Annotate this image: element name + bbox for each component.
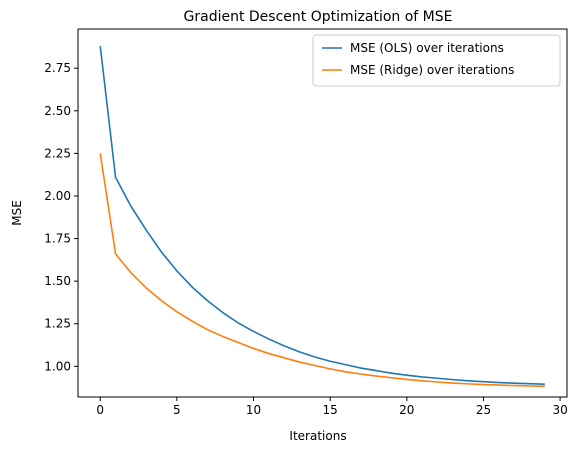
y-axis-label: MSE: [10, 200, 24, 226]
series-layer: [99, 45, 545, 388]
y-tick-label: 1.00: [44, 359, 71, 373]
y-tick-label: 2.50: [44, 104, 71, 118]
x-axis: 0 5 10 15 20 25 30: [96, 397, 568, 417]
y-tick-label: 1.50: [44, 274, 71, 288]
x-tick-label: 5: [173, 403, 181, 417]
legend-label-ridge: MSE (Ridge) over iterations: [350, 63, 514, 77]
y-tick-label: 1.25: [44, 317, 71, 331]
y-tick-label: 2.75: [44, 61, 71, 75]
x-tick-label: 20: [399, 403, 414, 417]
x-tick-label: 0: [96, 403, 104, 417]
series-line-ridge: [99, 153, 545, 388]
x-tick-label: 30: [552, 403, 567, 417]
x-axis-label: Iterations: [289, 429, 346, 443]
x-tick-label: 10: [246, 403, 261, 417]
y-tick-label: 1.75: [44, 232, 71, 246]
plot-frame: [77, 28, 568, 398]
y-tick-label: 2.00: [44, 189, 71, 203]
x-tick-label: 15: [323, 403, 338, 417]
legend-box: [312, 34, 561, 87]
legend-label-ols: MSE (OLS) over iterations: [350, 41, 504, 55]
chart-title: Gradient Descent Optimization of MSE: [184, 9, 453, 25]
legend: MSE (OLS) over iterations MSE (Ridge) ov…: [312, 34, 561, 87]
x-tick-label: 25: [476, 403, 491, 417]
y-tick-label: 2.25: [44, 146, 71, 160]
series-line-ols: [99, 45, 545, 386]
y-axis: 1.00 1.25 1.50 1.75 2.00 2.25 2.50 2.75: [44, 61, 78, 373]
